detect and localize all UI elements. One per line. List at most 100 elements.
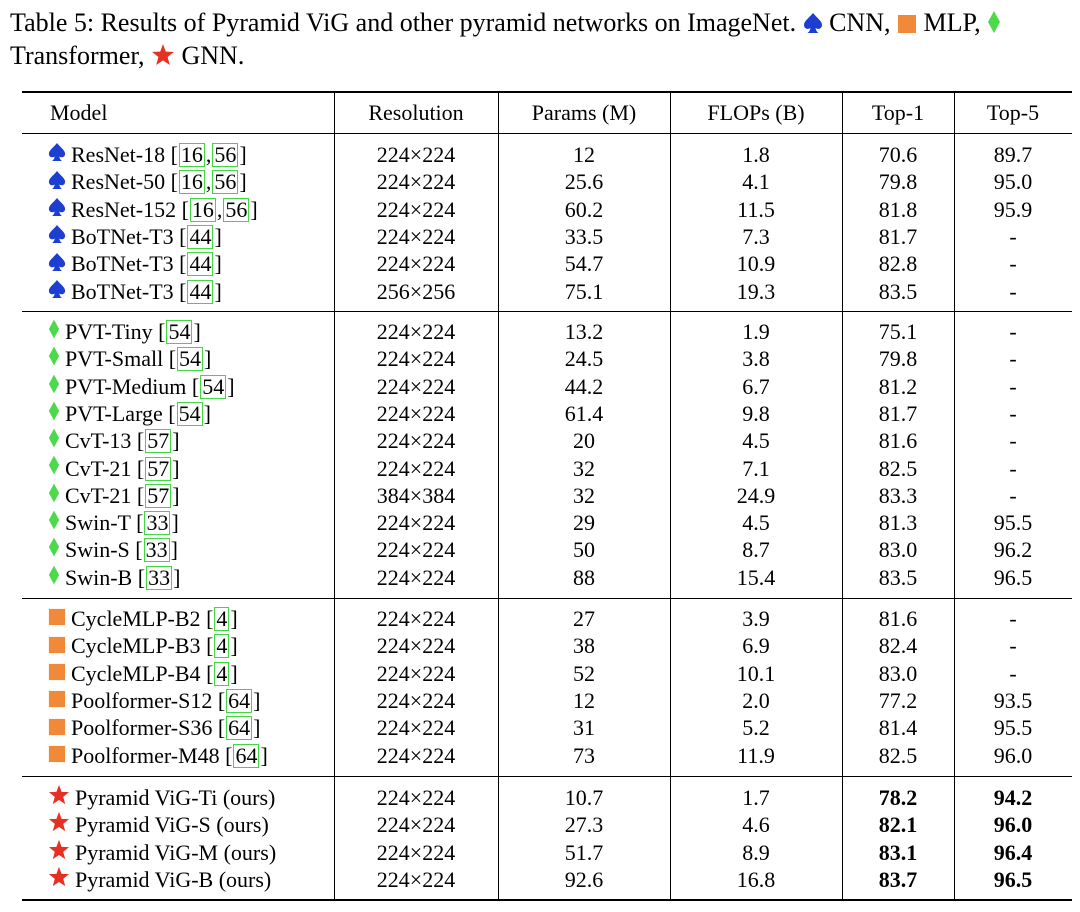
model-name: CvT-13 [65, 428, 132, 454]
top1-cell: 83.0 [878, 660, 918, 686]
params-cell: 52 [573, 660, 595, 686]
model-cell: CvT-21 [57] [48, 455, 180, 483]
diamond-icon [48, 482, 60, 510]
flops-cell: 6.7 [742, 373, 770, 399]
params-cell: 44.2 [564, 373, 604, 399]
model-cell: BoTNet-T3 [44] [48, 250, 222, 277]
flops-cell: 6.9 [742, 633, 770, 659]
top5-cell: - [1009, 455, 1017, 481]
column-divider [842, 777, 843, 899]
column-divider [842, 312, 843, 598]
res-cell: 224×224 [376, 564, 456, 590]
model-cell: BoTNet-T3 [44] [48, 223, 222, 250]
citation-link[interactable]: 57 [145, 482, 172, 508]
citation-link[interactable]: 56 [212, 142, 239, 167]
top1-cell: 82.1 [878, 812, 918, 838]
citation-link[interactable]: 64 [226, 687, 253, 713]
top1-cell: 83.5 [878, 278, 918, 304]
spade-icon [48, 251, 66, 278]
top5-cell: - [1009, 400, 1017, 426]
model-cell: Pyramid ViG-B (ours) [48, 866, 271, 894]
star-icon [48, 811, 70, 839]
params-cell: 13.2 [564, 319, 604, 344]
top5-cell: - [1009, 633, 1017, 659]
model-name: CvT-21 [65, 482, 132, 508]
model-cell: PVT-Large [54] [48, 400, 211, 428]
top1-cell: 79.8 [878, 169, 918, 195]
citation-link[interactable]: 56 [212, 169, 239, 195]
params-cell: 12 [573, 142, 595, 167]
res-cell: 224×224 [376, 223, 456, 249]
model-name: Pyramid ViG-B (ours) [75, 866, 272, 892]
params-cell: 75.1 [564, 278, 604, 304]
flops-cell: 11.5 [737, 196, 775, 222]
group-rule-3 [22, 776, 1072, 777]
column-divider [334, 134, 335, 311]
model-name: Swin-S [65, 537, 130, 563]
citation-link[interactable]: 33 [144, 510, 171, 536]
column-divider [670, 599, 671, 776]
top-rule [22, 91, 1072, 93]
diamond-icon [48, 345, 60, 373]
top1-cell: 83.0 [878, 537, 918, 563]
citation-link[interactable]: 4 [214, 660, 230, 686]
params-cell: 27.3 [564, 812, 604, 838]
model-cell: CycleMLP-B3 [4] [48, 632, 238, 659]
citation-link[interactable]: 16 [178, 169, 205, 195]
spade-icon [48, 196, 66, 223]
square-icon [48, 715, 66, 742]
column-divider [670, 777, 671, 899]
citation-link[interactable]: 16 [178, 142, 205, 167]
citation-link[interactable]: 44 [187, 223, 214, 249]
params-cell: 31 [573, 715, 595, 741]
top1-cell: 81.7 [878, 223, 918, 249]
column-divider [498, 312, 499, 598]
params-cell: 92.6 [564, 866, 604, 892]
flops-cell: 4.1 [742, 169, 770, 195]
top5-cell: - [1009, 482, 1017, 508]
citation-link[interactable]: 16 [189, 196, 216, 222]
citation-link[interactable]: 54 [166, 319, 193, 344]
citation-link[interactable]: 54 [177, 346, 204, 372]
citation-link[interactable]: 54 [176, 400, 203, 426]
column-divider [498, 777, 499, 899]
column-divider [954, 93, 955, 133]
top1-cell: 81.3 [878, 510, 918, 536]
citation-link[interactable]: 56 [223, 196, 250, 222]
params-cell: 25.6 [564, 169, 604, 195]
column-divider [954, 312, 955, 598]
model-cell: CvT-13 [57] [48, 427, 180, 455]
citation-link[interactable]: 4 [214, 606, 230, 631]
model-name: Pyramid ViG-Ti (ours) [75, 785, 276, 810]
citation-link[interactable]: 33 [146, 564, 173, 590]
column-divider [670, 134, 671, 311]
star-icon [48, 784, 70, 812]
citation-link[interactable]: 54 [200, 373, 227, 399]
model-cell: Swin-S [33] [48, 536, 178, 564]
citation-link[interactable]: 44 [187, 251, 214, 277]
header-top1: Top-1 [871, 100, 925, 125]
column-divider [334, 93, 335, 133]
citation-link[interactable]: 64 [233, 742, 260, 768]
top5-cell: - [1009, 278, 1017, 304]
top1-cell: 83.3 [878, 482, 918, 508]
citation-link[interactable]: 57 [145, 455, 172, 481]
column-divider [670, 93, 671, 133]
res-cell: 224×224 [376, 537, 456, 563]
diamond-icon [48, 454, 60, 482]
citation-link[interactable]: 57 [145, 428, 172, 454]
citation-link[interactable]: 44 [187, 278, 214, 304]
flops-cell: 7.1 [742, 455, 770, 481]
citation-link[interactable]: 33 [143, 537, 170, 563]
square-icon [48, 605, 66, 632]
header-top5: Top-5 [986, 100, 1040, 125]
citation-link[interactable]: 64 [226, 715, 253, 741]
citation-link[interactable]: 4 [214, 633, 230, 659]
model-cell: Poolformer-S12 [64] [48, 687, 260, 714]
model-cell: CycleMLP-B2 [4] [48, 605, 238, 632]
model-name: Pyramid ViG-M (ours) [75, 839, 277, 865]
top1-cell: 82.5 [878, 455, 918, 481]
column-divider [334, 777, 335, 899]
flops-cell: 24.9 [736, 482, 776, 508]
params-cell: 10.7 [564, 785, 604, 810]
